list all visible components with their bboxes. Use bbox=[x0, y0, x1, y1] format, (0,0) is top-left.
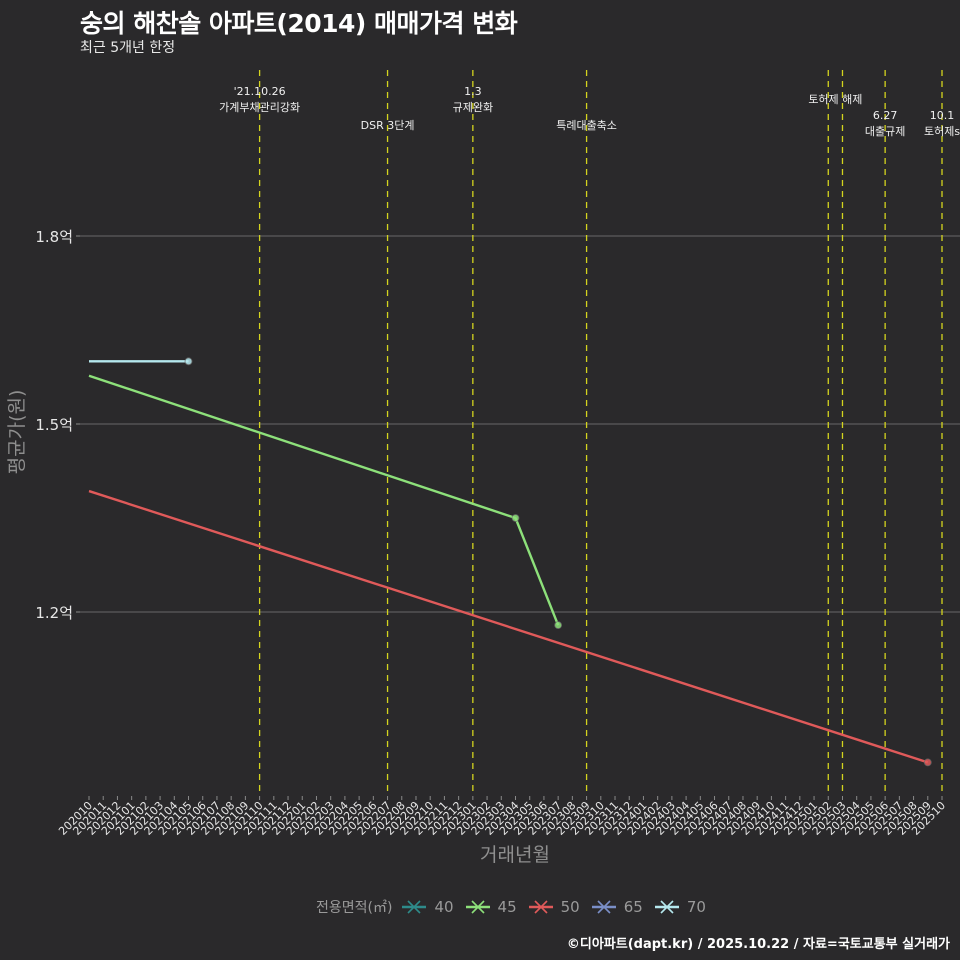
legend-item-45[interactable]: 45 bbox=[465, 898, 517, 916]
legend-item-40[interactable]: 40 bbox=[402, 898, 454, 916]
event-annotation: 가계부채관리강화 bbox=[219, 101, 300, 114]
legend-key-icon bbox=[402, 900, 427, 914]
chart-subtitle: 최근 5개년 한정 bbox=[80, 40, 176, 56]
legend-item-50[interactable]: 50 bbox=[528, 898, 580, 916]
event-annotation: 1.3 bbox=[464, 85, 482, 98]
y-axis-title: 평균가(원) bbox=[6, 390, 28, 475]
legend-label: 50 bbox=[560, 898, 580, 916]
legend-label: 65 bbox=[623, 898, 643, 916]
series-line-50 bbox=[88, 489, 929, 764]
event-annotation: 특례대출축소 bbox=[556, 119, 617, 132]
event-annotation: 대출규제 bbox=[865, 125, 905, 138]
legend-label: 70 bbox=[686, 898, 706, 916]
event-annotation: 토허제 해제 bbox=[808, 92, 862, 106]
event-annotation: 규제완화 bbox=[453, 101, 493, 114]
series-line-45 bbox=[88, 374, 560, 626]
event-annotation: DSR 3단계 bbox=[361, 119, 415, 132]
event-annotation: 10.1 bbox=[930, 109, 955, 122]
x-axis-title: 거래년월 bbox=[480, 844, 550, 866]
data-point[interactable] bbox=[923, 758, 932, 767]
y-tick-label: 1.8억 bbox=[35, 228, 73, 246]
legend-label: 45 bbox=[497, 898, 517, 916]
legend: 전용면적(㎡) 40 45 50 65 70 bbox=[316, 896, 718, 918]
y-tick-label: 1.2억 bbox=[35, 604, 73, 622]
data-point[interactable] bbox=[511, 514, 520, 522]
legend-label: 40 bbox=[434, 898, 454, 916]
legend-title: 전용면적(㎡) bbox=[316, 900, 393, 916]
legend-key-icon bbox=[528, 900, 553, 914]
event-annotation: 6.27 bbox=[873, 109, 898, 122]
legend-key-icon bbox=[465, 900, 490, 914]
legend-item-65[interactable]: 65 bbox=[591, 898, 643, 916]
source-caption: ©디아파트(dapt.kr) / 2025.10.22 / 자료=국토교통부 실… bbox=[566, 937, 950, 952]
y-tick-label: 1.5억 bbox=[35, 416, 73, 434]
legend-key-icon bbox=[591, 900, 616, 914]
event-annotation: '21.10.26 bbox=[234, 85, 286, 98]
legend-item-70[interactable]: 70 bbox=[654, 898, 706, 916]
data-point[interactable] bbox=[184, 357, 193, 366]
event-annotation: 토허제s bbox=[924, 125, 960, 138]
legend-key-icon bbox=[654, 900, 679, 914]
data-point[interactable] bbox=[554, 621, 563, 630]
chart-title: 숭의 해찬솔 아파트(2014) 매매가격 변화 bbox=[80, 9, 518, 38]
